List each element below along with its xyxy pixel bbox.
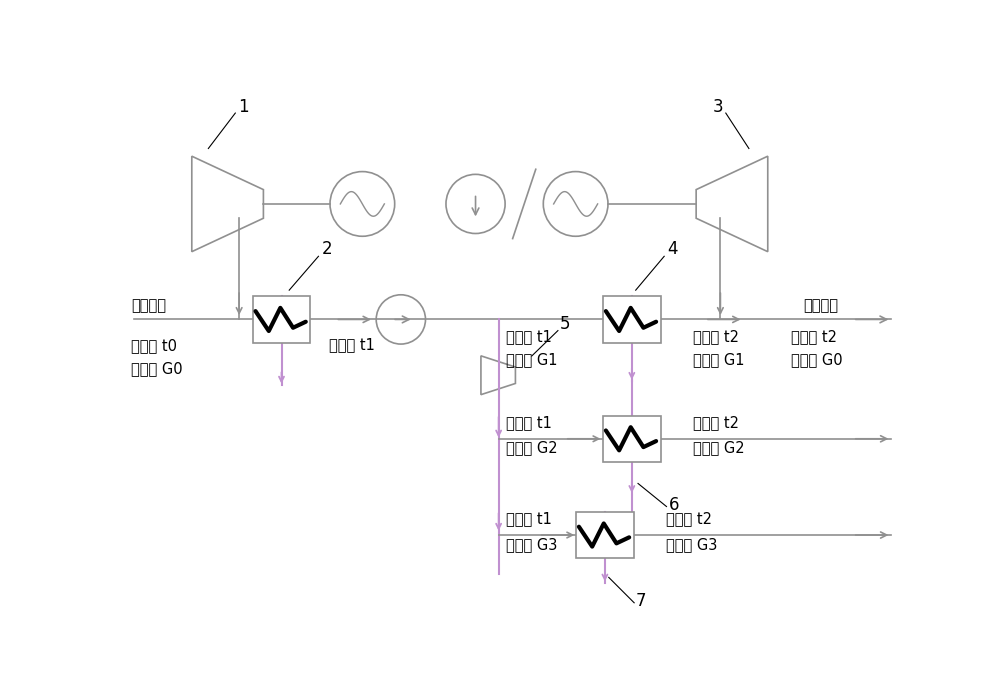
- Text: 3: 3: [713, 98, 723, 116]
- Text: 流量： G1: 流量： G1: [693, 352, 745, 367]
- Text: 流量： G2: 流量： G2: [506, 441, 558, 455]
- Text: 流量： G3: 流量： G3: [666, 537, 718, 552]
- Text: 4: 4: [667, 240, 678, 258]
- Text: 流量： G1: 流量： G1: [506, 352, 558, 367]
- Text: 流量： G0: 流量： G0: [791, 352, 843, 367]
- Text: 流量： G2: 流量： G2: [693, 441, 745, 455]
- Bar: [603, 296, 661, 343]
- Bar: [603, 416, 661, 462]
- Text: 温度： t2: 温度： t2: [666, 511, 712, 527]
- Text: 1: 1: [238, 98, 249, 116]
- Text: 对外供热: 对外供热: [804, 298, 839, 313]
- Text: 温度： t1: 温度： t1: [506, 511, 552, 527]
- Bar: [576, 512, 634, 558]
- Text: 温度： t1: 温度： t1: [329, 337, 375, 352]
- Text: 温度： t0: 温度： t0: [131, 338, 177, 353]
- Text: 温度： t2: 温度： t2: [693, 329, 739, 344]
- Text: 6: 6: [669, 495, 679, 513]
- Text: 温度： t2: 温度： t2: [693, 415, 739, 430]
- Bar: [253, 296, 310, 343]
- Text: 5: 5: [560, 315, 571, 333]
- Text: 热网回水: 热网回水: [131, 298, 166, 313]
- Text: 7: 7: [636, 592, 646, 610]
- Text: 温度： t1: 温度： t1: [506, 329, 552, 344]
- Text: 流量： G0: 流量： G0: [131, 361, 183, 376]
- Text: 温度： t1: 温度： t1: [506, 415, 552, 430]
- Text: 温度： t2: 温度： t2: [791, 329, 837, 344]
- Text: 2: 2: [322, 240, 332, 258]
- Text: 流量： G3: 流量： G3: [506, 537, 558, 552]
